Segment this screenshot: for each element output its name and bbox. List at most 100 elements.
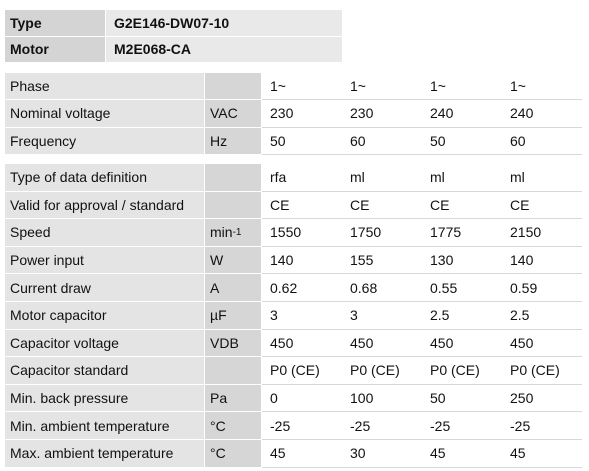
cell-text: Capacitor voltage [10,334,119,351]
cell-text: 3 [350,307,358,324]
value-cell: 1775 [422,219,502,246]
cell-text: Valid for approval / standard [10,196,185,213]
cell-text: 0 [270,390,278,407]
row-unit [205,164,261,191]
cell-text: 50 [430,390,446,407]
cell-text: °C [210,417,226,434]
value-cell: CE [342,191,422,219]
cell-text: P0 (CE) [430,362,480,379]
cell-text: 140 [270,252,294,269]
row-label: Phase [5,73,204,100]
cell-text: Nominal voltage [10,105,111,122]
cell-text: 140 [510,252,534,269]
cell-text: µF [210,307,227,324]
value-cell: P0 (CE) [342,357,422,384]
cell-text: 130 [430,252,454,269]
value-cell: CE [262,191,342,219]
cell-text: G2E146-DW07-10 [114,14,230,31]
cell-text: ml [510,169,525,186]
cell-text: 450 [350,334,374,351]
value-cell: 450 [422,329,502,357]
cell-text: 100 [350,390,374,407]
cell-text: VAC [210,105,238,122]
value-cell: -25 [262,412,342,439]
row-unit: °C [205,412,261,439]
row-label: Power input [5,246,204,274]
cell-text: 1~ [430,78,446,95]
cell-text: Frequency [10,132,77,149]
row-unit: W [205,246,261,274]
cell-text: 2150 [510,224,542,241]
cell-text: 0.62 [270,279,298,296]
cell-text: -25 [270,417,291,434]
cell-text: Phase [10,78,50,95]
cell-text: 30 [350,445,366,462]
value-cell: ml [502,164,582,191]
cell-text: 450 [430,334,454,351]
cell-text: 240 [430,105,454,122]
row-separator [262,301,582,302]
value-cell: ml [342,164,422,191]
value-cell: 50 [422,384,502,412]
row-separator [262,273,582,275]
row-unit: Pa [205,384,261,412]
value-cell: 450 [342,329,422,357]
value-cell: 2150 [502,219,582,246]
cell-text: Motor [10,41,49,58]
value-cell: 155 [342,246,422,274]
cell-text: 250 [510,390,534,407]
row-label: Type of data definition [5,164,204,191]
value-cell: 0.55 [422,274,502,301]
value-cell: P0 (CE) [502,357,582,384]
row-unit: µF [205,302,261,329]
row-label: Max. ambient temperature [5,440,204,467]
cell-text: Pa [210,390,228,407]
row-unit [205,73,261,100]
header-value: M2E068-CA [106,36,342,62]
cell-text: P0 (CE) [510,362,560,379]
row-separator [262,153,582,155]
cell-text: -25 [510,417,531,434]
cell-text: 60 [350,132,366,149]
cell-text: 1~ [270,78,286,95]
value-cell: 0.59 [502,274,582,301]
cell-text: 240 [510,105,534,122]
value-cell: -25 [342,412,422,439]
value-cell: 130 [422,246,502,274]
cell-text: -25 [350,417,371,434]
cell-text: Power input [10,252,84,269]
row-unit: A [205,274,261,301]
cell-text: CE [510,196,530,213]
cell-text: 0.55 [430,279,458,296]
row-label: Min. ambient temperature [5,412,204,439]
row-label: Capacitor standard [5,357,204,384]
value-cell: 250 [502,384,582,412]
value-cell: 3 [342,302,422,329]
value-cell: 1~ [262,73,342,100]
row-label: Current draw [5,274,204,301]
cell-text: 3 [270,307,278,324]
value-cell: 50 [262,127,342,154]
cell-text: 60 [510,132,526,149]
header-key: Type [5,10,105,36]
value-cell: 100 [342,384,422,412]
row-label: Motor capacitor [5,302,204,329]
value-cell: 0.68 [342,274,422,301]
value-cell: 450 [502,329,582,357]
cell-text: 2.5 [510,307,530,324]
row-separator [262,466,582,468]
row-separator [262,126,582,128]
row-separator [262,245,582,247]
value-cell: 230 [342,100,422,127]
cell-text: 50 [270,132,286,149]
row-separator [262,190,582,192]
value-cell: 140 [262,246,342,274]
cell-text: Type [10,14,42,31]
value-cell: 240 [502,100,582,127]
row-unit: VAC [205,100,261,127]
cell-text: P0 (CE) [350,362,400,379]
cell-text: 230 [270,105,294,122]
row-separator [262,328,582,330]
cell-text: Motor capacitor [10,307,107,324]
